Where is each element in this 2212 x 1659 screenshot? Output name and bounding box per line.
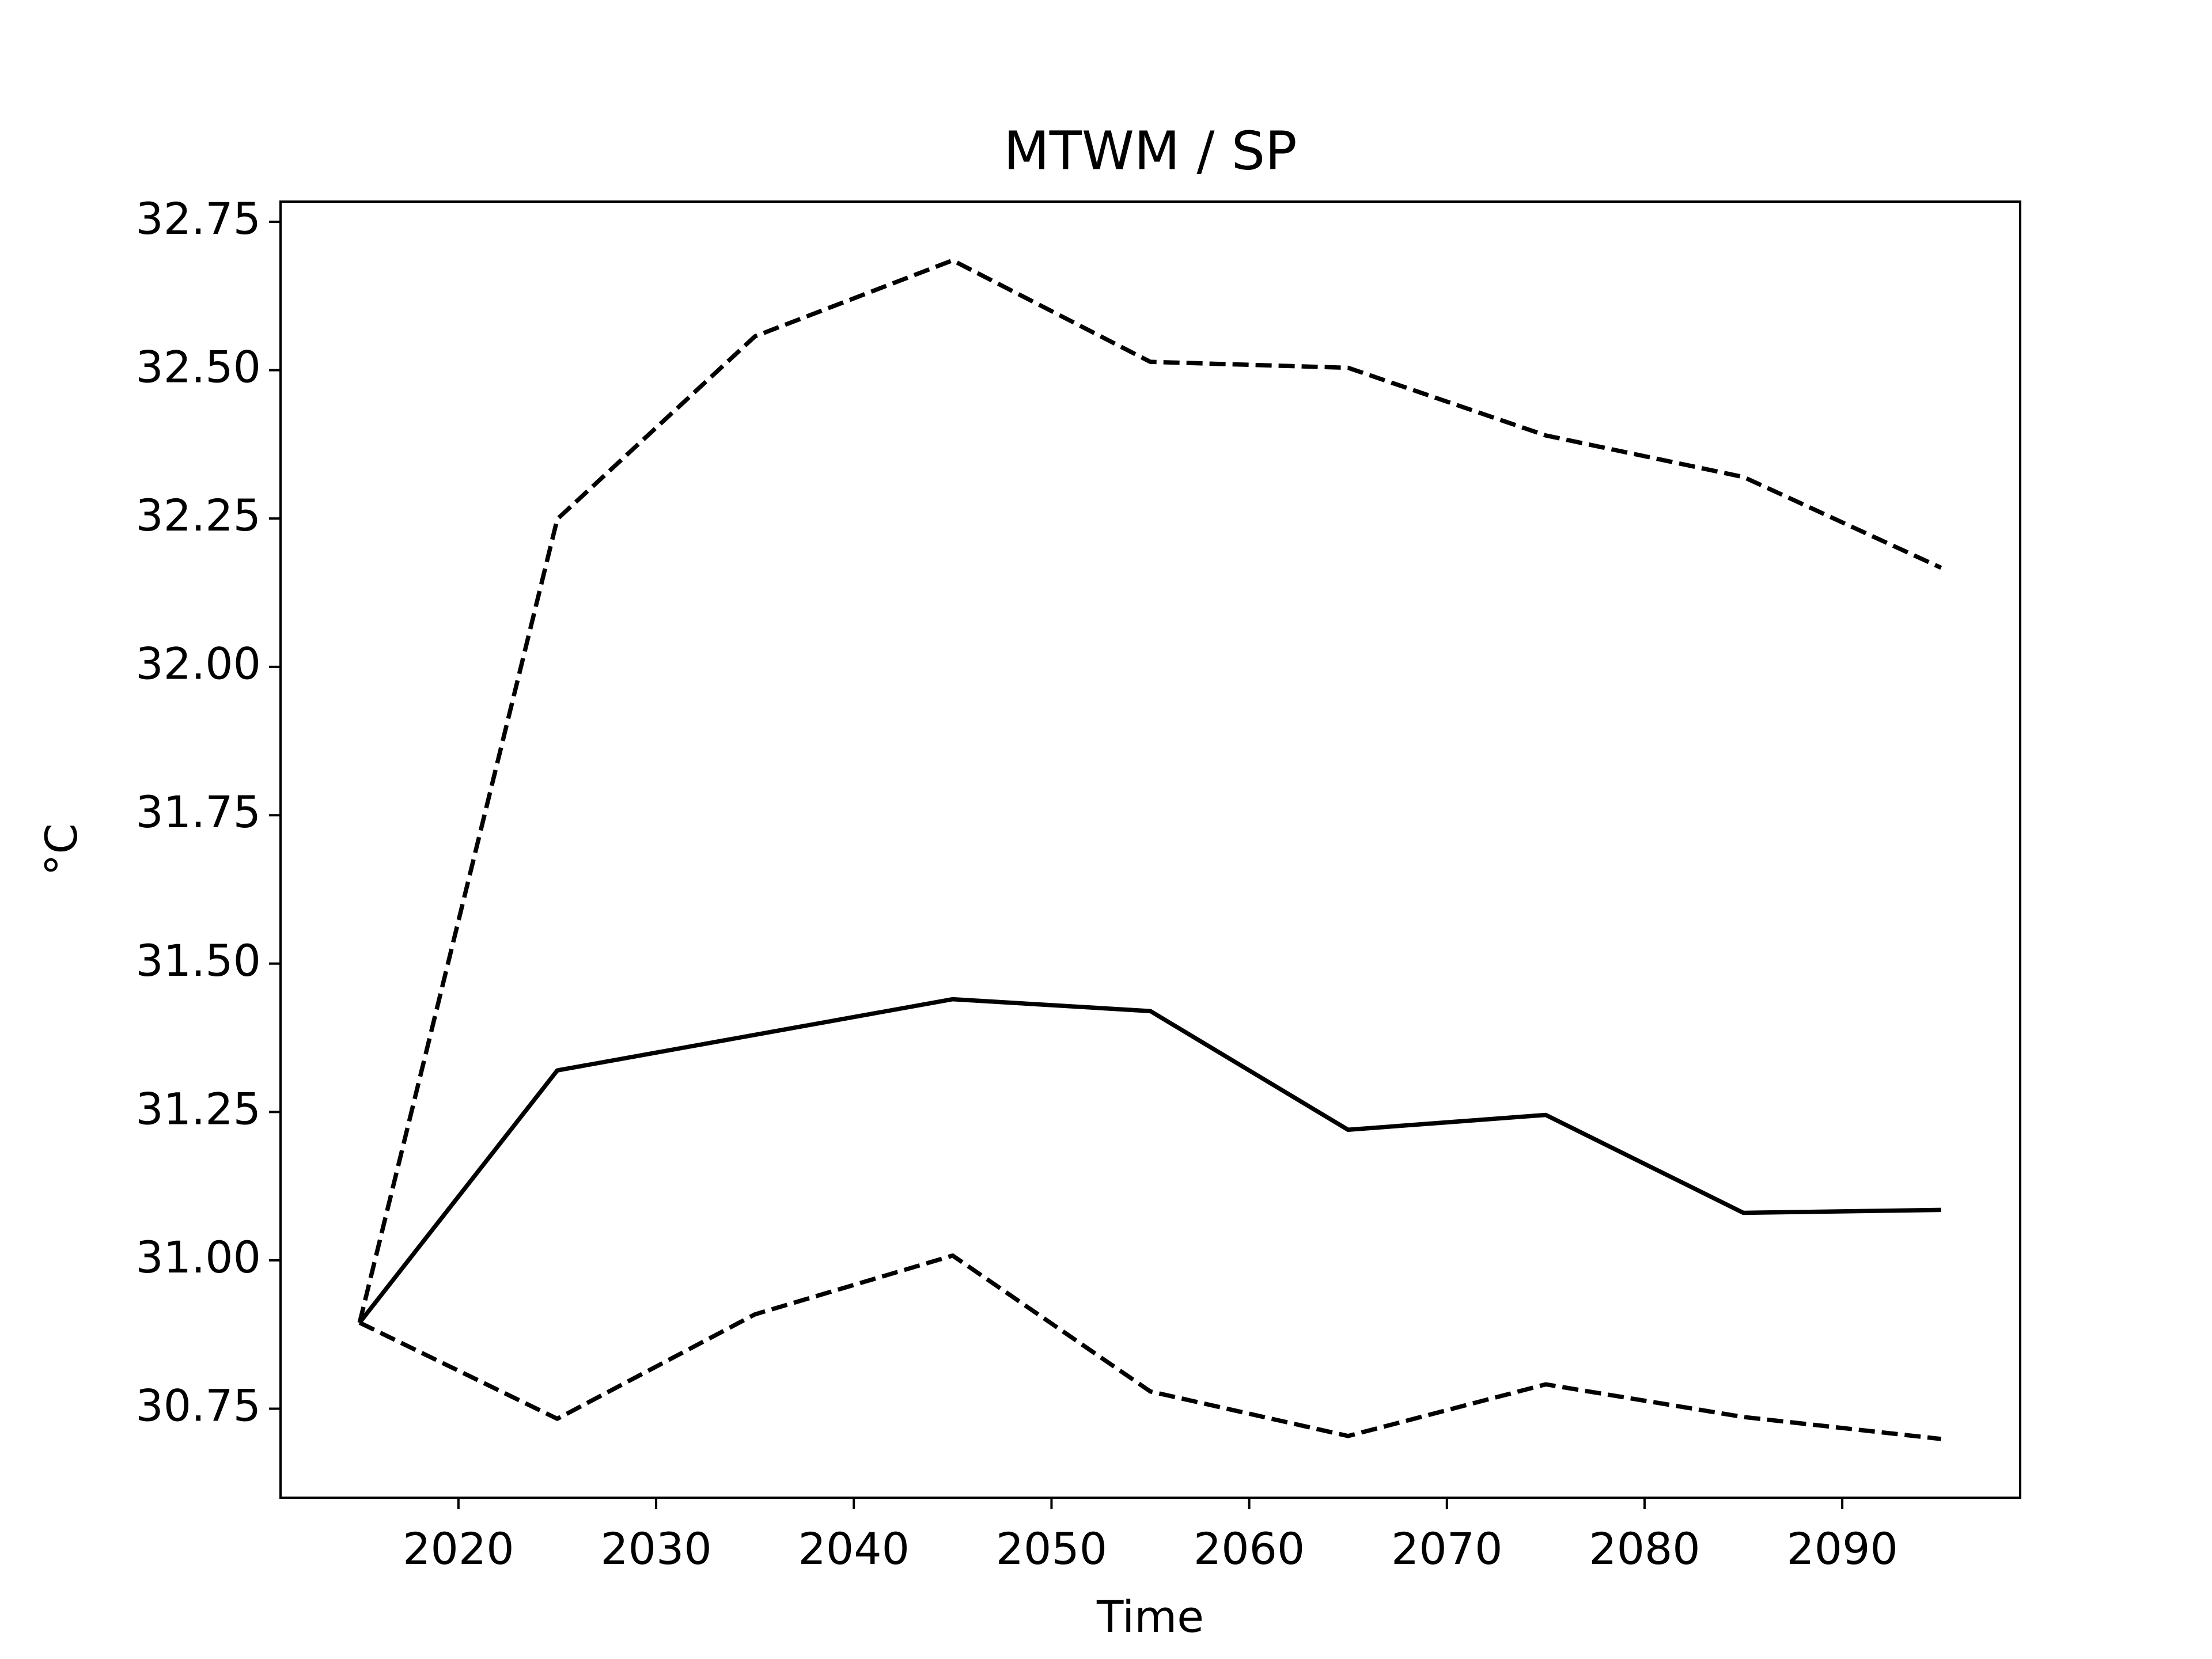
y-tick-label: 32.25 [135, 490, 261, 541]
x-tick-label: 2020 [403, 1523, 514, 1574]
chart-title: MTWM / SP [1003, 120, 1297, 181]
x-tick-label: 2070 [1391, 1523, 1502, 1574]
x-tick-label: 2050 [996, 1523, 1107, 1574]
y-tick-label: 31.25 [135, 1083, 261, 1134]
y-tick-label: 32.75 [135, 193, 261, 244]
line-series [358, 997, 1941, 1324]
y-tick-label: 31.75 [135, 786, 261, 838]
y-tick-label: 32.00 [135, 638, 261, 690]
x-tick-label: 2080 [1589, 1523, 1700, 1574]
y-axis-label: °C [36, 823, 87, 876]
x-tick-label: 2090 [1786, 1523, 1897, 1574]
y-tick-label: 32.50 [135, 342, 261, 393]
line-series [357, 258, 1942, 1323]
y-tick-label: 30.75 [135, 1380, 261, 1431]
x-axis-label: Time [1096, 1591, 1204, 1642]
x-tick-label: 2060 [1194, 1523, 1305, 1574]
x-tick-label: 2040 [798, 1523, 910, 1574]
x-tick-label: 2030 [600, 1523, 711, 1574]
plot-frame [279, 200, 2021, 1499]
y-tick-label: 31.00 [135, 1232, 261, 1283]
line-series [358, 1253, 1942, 1441]
y-tick-label: 31.50 [135, 935, 261, 986]
